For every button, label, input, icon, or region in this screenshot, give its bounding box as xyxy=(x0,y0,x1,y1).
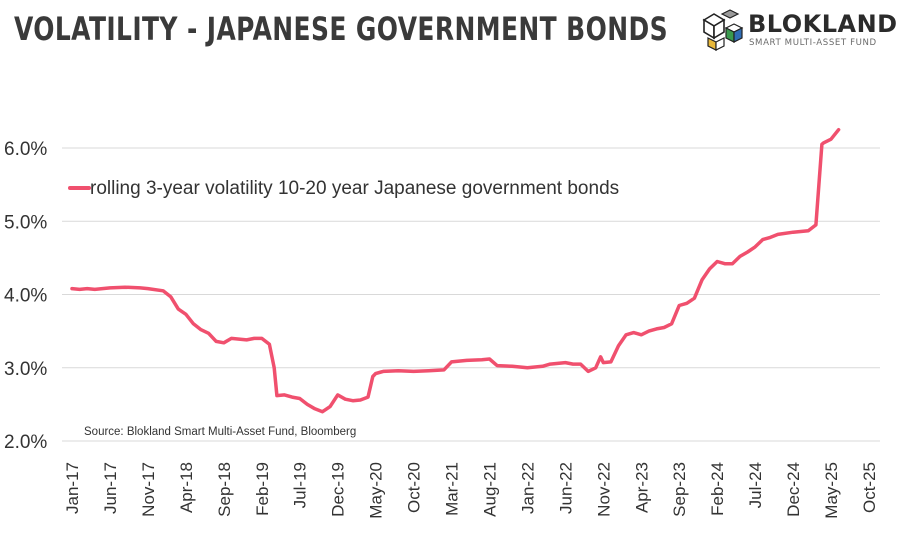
y-tick-label: 4.0% xyxy=(4,286,47,307)
y-tick-label: 3.0% xyxy=(4,359,47,380)
x-tick-label: Feb-24 xyxy=(708,462,727,516)
x-tick-label: Apr-18 xyxy=(177,462,196,513)
x-tick-label: Dec-19 xyxy=(329,462,348,517)
cube-logo-icon xyxy=(702,9,744,51)
x-tick-label: Jun-17 xyxy=(101,462,120,514)
x-tick-label: Jul-19 xyxy=(291,462,310,508)
x-tick-label: Sep-23 xyxy=(670,462,689,517)
x-tick-label: Nov-22 xyxy=(594,462,613,517)
logo-name: BLOKLAND xyxy=(748,10,898,38)
x-tick-label: Aug-21 xyxy=(480,462,499,517)
x-tick-label: Sep-18 xyxy=(215,462,234,517)
x-tick-label: Jun-22 xyxy=(556,462,575,514)
legend-label: rolling 3-year volatility 10-20 year Jap… xyxy=(90,178,619,199)
y-tick-label: 5.0% xyxy=(4,212,47,233)
x-tick-label: Mar-21 xyxy=(443,462,462,516)
y-axis-ticks: 2.0% 3.0% 4.0% 5.0% 6.0% xyxy=(4,139,47,453)
y-tick-label: 6.0% xyxy=(4,139,47,160)
legend: rolling 3-year volatility 10-20 year Jap… xyxy=(68,178,619,199)
chart-title: VOLATILITY - JAPANESE GOVERNMENT BONDS xyxy=(14,10,668,48)
x-tick-label: Jan-22 xyxy=(518,462,537,514)
x-tick-label: Jan-17 xyxy=(63,462,82,514)
y-tick-label: 2.0% xyxy=(4,432,47,453)
x-tick-label: Apr-23 xyxy=(632,462,651,513)
x-tick-label: May-20 xyxy=(367,462,386,519)
x-tick-label: May-25 xyxy=(822,462,841,519)
x-tick-label: Oct-25 xyxy=(860,462,879,513)
x-tick-label: Oct-20 xyxy=(405,462,424,513)
x-tick-label: Feb-19 xyxy=(253,462,272,516)
series-line xyxy=(70,127,841,414)
logo-tagline: SMART MULTI-ASSET FUND xyxy=(749,38,877,48)
blokland-logo: BLOKLAND SMART MULTI-ASSET FUND xyxy=(700,8,898,52)
x-axis-ticks: Jan-17 Jun-17 Nov-17 Apr-18 Sep-18 Feb-19 Jul-… xyxy=(63,462,879,519)
x-tick-label: Nov-17 xyxy=(139,462,158,517)
x-tick-label: Dec-24 xyxy=(784,462,803,517)
gridlines xyxy=(62,147,880,442)
source-annotation: Source: Blokland Smart Multi-Asset Fund,… xyxy=(84,426,356,438)
x-tick-label: Jul-24 xyxy=(746,462,765,508)
series-group xyxy=(70,127,841,414)
